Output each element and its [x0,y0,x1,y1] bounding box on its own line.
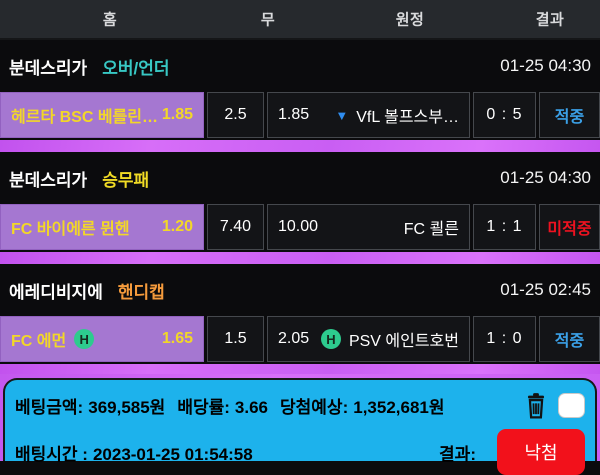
home-pick-cell[interactable]: 헤르타 BSC 베를린… 1.85 [0,92,204,138]
pick-result: 적중 [555,327,584,351]
bet-type-label: 오버/언더 [102,54,169,79]
match-row: FC 바이에른 뮌헨 1.20 7.40 10.00 FC 쾰른 1 : 1 미… [0,204,600,250]
score-cell: 1 : 0 [473,316,536,362]
home-pick-cell[interactable]: FC 에먼 H 1.65 [0,316,204,362]
odds-label: 배당률: [177,393,230,418]
section-separator [0,140,600,152]
away-team-name: PSV 에인트호번 [349,327,459,351]
bet-summary-panel: 베팅금액: 369,585원 배당률: 3.66 당첨예상: 1,352,681… [3,378,597,461]
bet-time-value: 2023-01-25 01:54:58 [93,445,253,465]
under-arrow-icon: ▼ [335,108,348,123]
draw-cell: 2.5 [207,92,264,138]
score-cell: 1 : 1 [473,204,536,250]
home-odds: 1.85 [162,106,193,124]
score-cell: 0 : 5 [473,92,536,138]
bet-slip-footer: 베팅금액: 369,585원 배당률: 3.66 당첨예상: 1,352,681… [0,374,600,461]
away-cell: 1.85 ▼ VfL 볼프스부… [267,92,470,138]
header-draw: 무 [261,9,275,30]
league-name: 분데스리가 [9,54,87,79]
expected-win-value: 1,352,681원 [353,393,444,418]
header-away: 원정 [396,9,425,30]
draw-cell: 1.5 [207,316,264,362]
bet-amount-value: 369,585원 [88,393,165,418]
away-team-name: FC 쾰른 [404,215,459,239]
league-name: 분데스리가 [9,166,87,191]
away-odds: 10.00 [278,218,318,236]
final-score: 0 : 5 [486,106,522,124]
result-cell: 미적중 [539,204,600,250]
home-odds: 1.65 [162,330,193,348]
section-handicap: 에레디비지에 핸디캡 01-25 02:45 FC 에먼 H 1.65 1.5 … [0,264,600,376]
draw-odds: 7.40 [220,218,251,236]
expected-win-label: 당첨예상: [280,393,348,418]
section-separator [0,252,600,264]
match-datetime: 01-25 04:30 [500,56,591,76]
handicap-badge-icon: H [74,329,94,349]
match-datetime: 01-25 02:45 [500,280,591,300]
pick-result: 적중 [555,103,584,127]
handicap-value: 1.5 [224,330,246,348]
result-cell: 적중 [539,92,600,138]
away-odds: 2.05 [278,330,309,348]
result-cell: 적중 [539,316,600,362]
home-team-name: FC 바이에른 뮌헨 [11,215,130,239]
away-cell: 2.05 H PSV 에인트호번 [267,316,470,362]
home-team-name: FC 에먼 [11,327,66,351]
section-title: 분데스리가 승무패 01-25 04:30 [0,152,600,204]
handicap-badge-icon: H [321,329,341,349]
bet-summary-row: 베팅금액: 369,585원 배당률: 3.66 당첨예상: 1,352,681… [15,390,585,420]
match-row: 헤르타 BSC 베를린… 1.85 2.5 1.85 ▼ VfL 볼프스부… 0… [0,92,600,138]
select-checkbox[interactable] [558,393,585,418]
column-header: 홈 무 원정 결과 [0,0,600,40]
delete-button[interactable] [522,390,549,420]
match-datetime: 01-25 04:30 [500,168,591,188]
bet-type-label: 승무패 [102,166,149,191]
final-score: 1 : 1 [486,218,522,236]
line-value: 2.5 [224,106,246,124]
home-odds: 1.20 [162,218,193,236]
bet-amount-label: 베팅금액: [15,393,83,418]
odds-value: 3.66 [235,398,268,418]
bet-time-row: 배팅시간 : 2023-01-25 01:54:58 결과: 낙첨 [15,429,585,475]
result-status-button[interactable]: 낙첨 [497,429,585,475]
section-win-draw-lose: 분데스리가 승무패 01-25 04:30 FC 바이에른 뮌헨 1.20 7.… [0,152,600,264]
bet-type-label: 핸디캡 [118,278,165,303]
league-name: 에레디비지에 [9,278,103,303]
header-home: 홈 [103,9,117,30]
header-result: 결과 [536,9,565,30]
pick-result: 미적중 [547,215,591,239]
home-team-name: 헤르타 BSC 베를린… [11,103,158,127]
draw-cell: 7.40 [207,204,264,250]
away-cell: 10.00 FC 쾰른 [267,204,470,250]
section-title: 분데스리가 오버/언더 01-25 04:30 [0,40,600,92]
trash-icon [523,391,549,420]
section-over-under: 분데스리가 오버/언더 01-25 04:30 헤르타 BSC 베를린… 1.8… [0,40,600,152]
home-pick-cell[interactable]: FC 바이에른 뮌헨 1.20 [0,204,204,250]
final-score: 1 : 0 [486,330,522,348]
away-odds: 1.85 [278,106,309,124]
section-title: 에레디비지에 핸디캡 01-25 02:45 [0,264,600,316]
away-team-name: VfL 볼프스부… [356,103,459,127]
match-row: FC 에먼 H 1.65 1.5 2.05 H PSV 에인트호번 1 : 0 … [0,316,600,362]
